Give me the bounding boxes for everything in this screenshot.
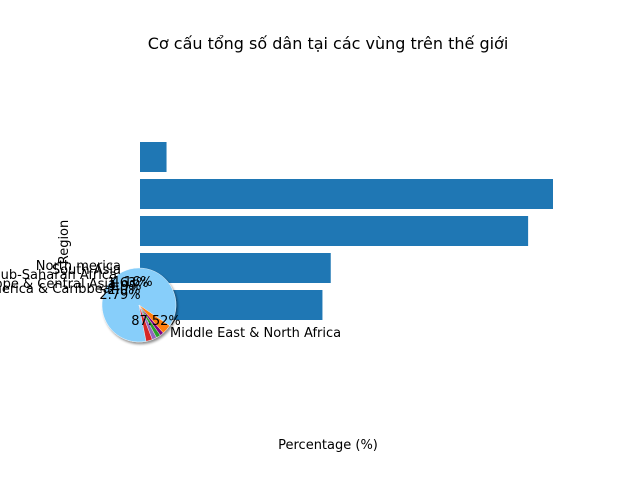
chart-title: Cơ cấu tổng số dân tại các vùng trên thế… [148,34,509,53]
bar-1 [140,253,331,283]
bar-2 [140,216,529,246]
bar-4 [140,142,167,172]
pie-label-5: North merica [36,259,121,274]
pie-label-0: Middle East & North Africa [170,326,341,341]
pie-pct-2: 2.0% [107,283,140,298]
pie-pct-0: 87.52% [131,314,181,329]
pie-slice-5 [138,304,170,334]
y-axis-label: Region [57,220,72,265]
pie-pct-5: 4.16% [111,275,152,290]
x-axis-label: Percentage (%) [278,438,378,453]
pie-label-4: South Asia [52,263,121,278]
pie-label-3: Sub-Saharan Africa [0,268,117,283]
pie-slices [101,267,177,343]
pie-label-1: Latin America & Caribbean [0,282,119,297]
pie-pct-3: 1.9% [108,279,141,294]
pie-pct-1: 2.79% [99,288,140,303]
pie-label-2: Europe & Central Asia [0,277,116,292]
pie-pct-4: 1.63% [107,276,148,291]
pie-slice-0 [101,267,177,343]
bar-3 [140,179,553,209]
bar-series [140,142,553,320]
